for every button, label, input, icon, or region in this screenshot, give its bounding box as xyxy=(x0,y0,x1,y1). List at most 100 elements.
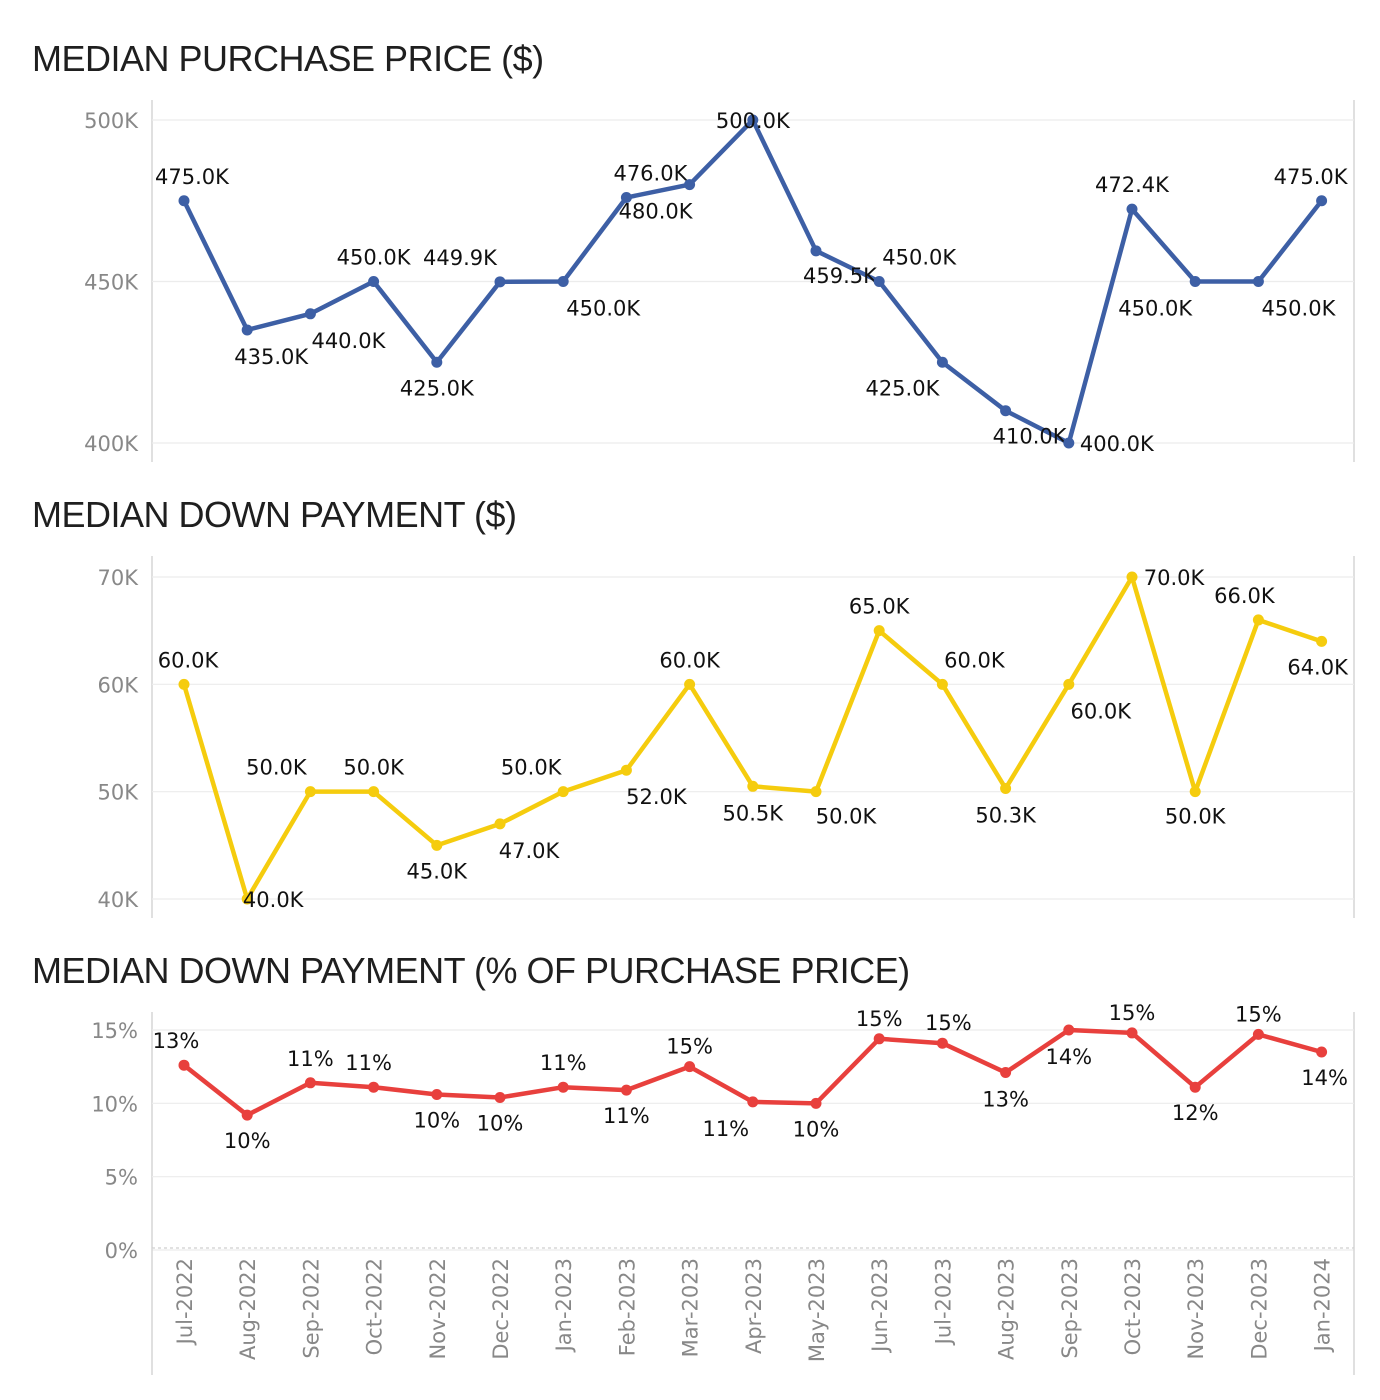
x-tick-label: Jun-2023 xyxy=(868,1258,892,1354)
data-label: 64.0K xyxy=(1287,655,1349,679)
data-label: 10% xyxy=(477,1111,524,1135)
data-point xyxy=(304,786,316,798)
data-point xyxy=(747,114,759,126)
data-label: 52.0K xyxy=(626,785,688,809)
data-point xyxy=(936,1037,948,1049)
data-label: 450.0K xyxy=(1261,297,1336,321)
y-tick-label: 40K xyxy=(98,888,140,912)
data-point xyxy=(810,245,822,257)
data-label: 459.5K xyxy=(803,264,878,288)
data-point xyxy=(1063,1024,1075,1036)
x-tick-label: Aug-2022 xyxy=(236,1258,260,1360)
y-tick-label: 400K xyxy=(84,432,139,456)
data-point xyxy=(1252,276,1264,287)
data-label: 15% xyxy=(1109,1001,1156,1025)
data-label: 450.0K xyxy=(882,246,957,270)
data-point xyxy=(368,786,380,798)
data-label: 440.0K xyxy=(311,329,386,353)
data-label: 15% xyxy=(856,1007,903,1031)
y-tick-label: 50K xyxy=(98,781,140,805)
data-label: 425.0K xyxy=(865,376,940,400)
data-label: 450.0K xyxy=(566,297,641,321)
data-point xyxy=(241,1109,253,1121)
data-label: 400.0K xyxy=(1080,432,1155,456)
data-label: 10% xyxy=(793,1117,840,1141)
data-point xyxy=(1126,1027,1138,1039)
data-point xyxy=(368,276,380,287)
data-point xyxy=(873,625,885,637)
data-label: 13% xyxy=(982,1088,1029,1112)
x-tick-label: Jan-2023 xyxy=(552,1258,576,1353)
data-point xyxy=(494,818,506,830)
x-tick-label: Sep-2023 xyxy=(1058,1258,1082,1359)
data-label: 11% xyxy=(702,1117,749,1141)
x-tick-label: Jan-2024 xyxy=(1311,1258,1335,1353)
data-point xyxy=(1063,678,1075,690)
data-label: 47.0K xyxy=(499,839,561,863)
data-point xyxy=(178,1059,190,1071)
y-tick-label: 5% xyxy=(105,1166,138,1190)
data-point xyxy=(557,276,569,287)
data-point xyxy=(431,356,443,368)
data-point xyxy=(1189,276,1201,287)
data-label: 11% xyxy=(540,1051,587,1075)
data-label: 70.0K xyxy=(1144,566,1206,590)
data-point xyxy=(747,780,759,792)
data-label: 450.0K xyxy=(1118,297,1193,321)
data-label: 45.0K xyxy=(407,859,469,883)
y-tick-label: 0% xyxy=(105,1239,138,1263)
data-label: 60.0K xyxy=(944,648,1006,672)
data-point xyxy=(620,192,632,204)
data-label: 50.0K xyxy=(1165,805,1227,829)
data-point xyxy=(936,356,948,368)
x-tick-label: Jul-2023 xyxy=(931,1258,955,1346)
x-tick-label: Oct-2022 xyxy=(363,1258,387,1355)
data-point xyxy=(304,308,316,320)
data-point xyxy=(557,1081,569,1093)
data-point xyxy=(1316,1046,1328,1058)
y-tick-label: 15% xyxy=(91,1019,138,1043)
data-label: 15% xyxy=(925,1011,972,1035)
data-label: 50.0K xyxy=(246,756,308,780)
data-point xyxy=(1189,786,1201,798)
data-point xyxy=(684,1061,696,1073)
data-point xyxy=(1126,571,1138,583)
chart-title-purchase-price: MEDIAN PURCHASE PRICE ($) xyxy=(32,38,544,79)
data-point xyxy=(1126,203,1138,215)
data-point xyxy=(557,786,569,798)
data-label: 40.0K xyxy=(243,888,305,912)
data-point xyxy=(431,1089,443,1101)
data-point xyxy=(494,1091,506,1103)
x-tick-label: Oct-2023 xyxy=(1121,1258,1145,1355)
data-label: 480.0K xyxy=(619,200,694,224)
data-point xyxy=(1000,405,1012,417)
x-tick-label: Feb-2023 xyxy=(615,1258,639,1356)
data-label: 10% xyxy=(413,1109,460,1133)
x-tick-label: Sep-2022 xyxy=(299,1258,323,1359)
data-label: 50.0K xyxy=(343,756,405,780)
data-label: 10% xyxy=(224,1129,271,1153)
data-label: 11% xyxy=(603,1104,650,1128)
data-label: 472.4K xyxy=(1095,173,1170,197)
y-tick-label: 70K xyxy=(98,566,140,590)
data-label: 60.0K xyxy=(158,648,220,672)
data-label: 475.0K xyxy=(1274,165,1349,189)
data-point xyxy=(684,678,696,690)
data-point xyxy=(873,1033,885,1045)
x-tick-label: Nov-2023 xyxy=(1184,1258,1208,1359)
data-point xyxy=(241,324,253,336)
data-label: 60.0K xyxy=(1071,699,1133,723)
data-point xyxy=(241,893,253,905)
x-tick-label: Mar-2023 xyxy=(679,1258,703,1357)
series-line xyxy=(181,574,1324,902)
y-tick-label: 450K xyxy=(84,271,139,295)
x-tick-label: Apr-2023 xyxy=(742,1258,766,1354)
data-point xyxy=(1189,1081,1201,1093)
data-label: 500.0K xyxy=(716,109,791,133)
y-tick-label: 500K xyxy=(84,109,139,133)
data-label: 66.0K xyxy=(1214,584,1276,608)
data-label: 449.9K xyxy=(423,246,498,270)
data-label: 12% xyxy=(1172,1101,1219,1125)
data-label: 476.0K xyxy=(613,162,688,186)
